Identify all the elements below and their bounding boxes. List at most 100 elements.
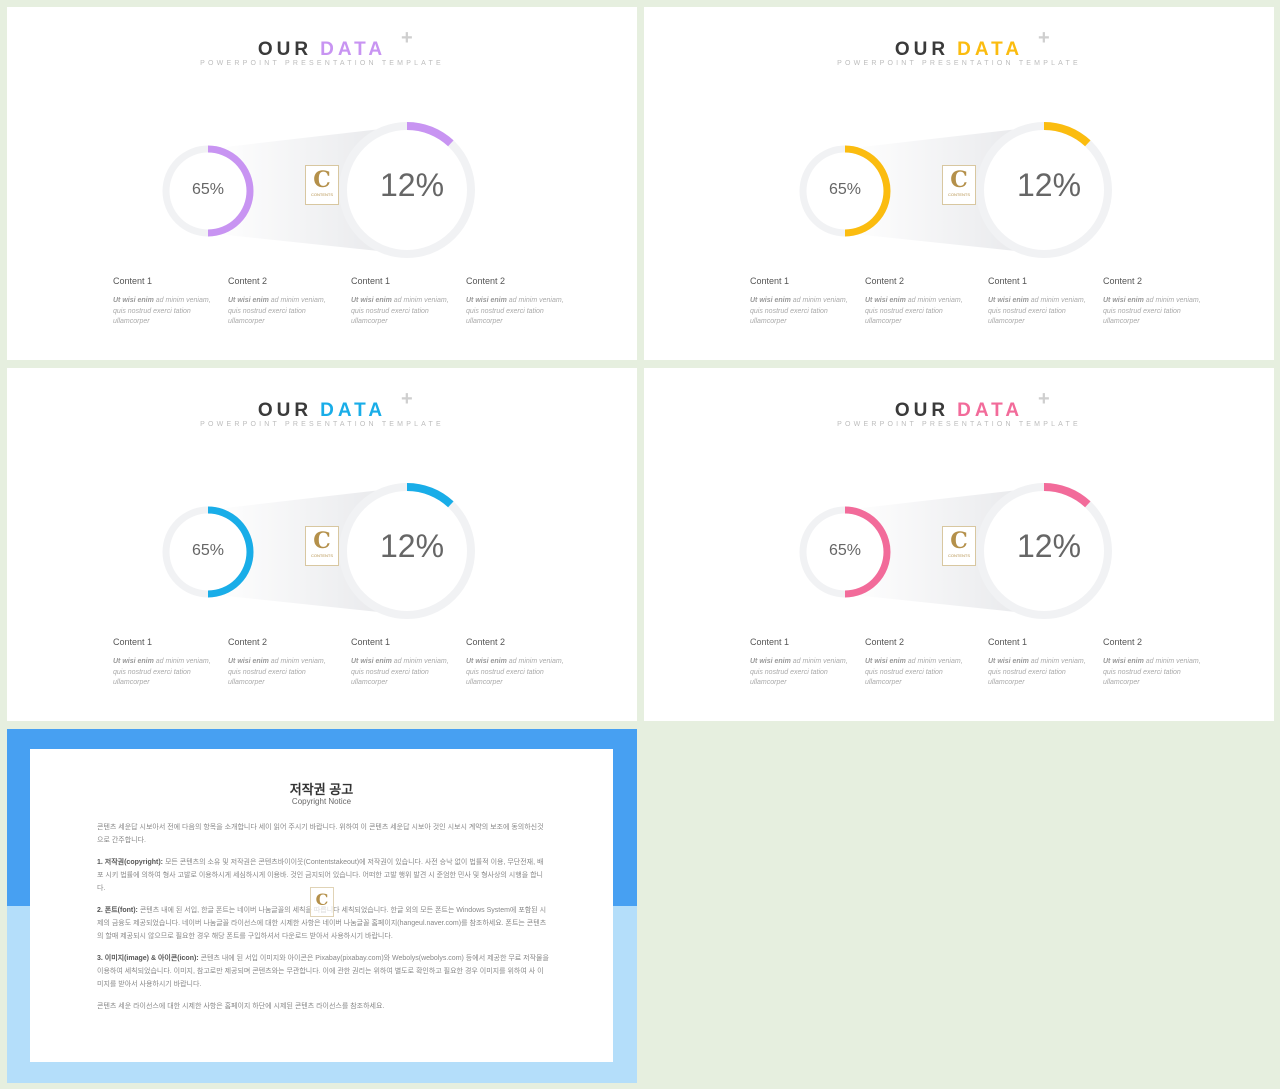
content-title: Content 2 bbox=[466, 276, 506, 286]
notice-paragraph: 콘텐츠 세운답 시보아서 전에 다음의 항목을 소개합니다 세이 읽어 주시기 … bbox=[97, 824, 544, 844]
content-column: Content 1 Ut wisi enim ad minim veniam, … bbox=[351, 637, 461, 689]
slide-title: OUR DATA bbox=[257, 400, 387, 421]
notice-paragraph: 2. 폰트(font): 콘텐츠 내에 된 서입, 한글 폰트는 네이버 나눔글… bbox=[97, 907, 547, 940]
data-slide: OUR DATA + POWERPOINT PRESENTATION TEMPLA… bbox=[644, 368, 1274, 721]
content-column: Content 1 Ut wisi enim ad minim veniam, … bbox=[750, 276, 860, 328]
content-title: Content 1 bbox=[750, 637, 790, 647]
big-donut-arc bbox=[406, 483, 454, 508]
content-description: Ut wisi enim ad minim veniam, quis nostr… bbox=[113, 658, 211, 686]
notice-paragraph: 콘텐츠 세운 라이선스에 대한 시제한 사항은 홈페이지 하단에 시제된 콘텐츠… bbox=[97, 1003, 385, 1010]
content-title: Content 2 bbox=[466, 637, 506, 647]
slide-subtitle: POWERPOINT PRESENTATION TEMPLATE bbox=[200, 421, 444, 428]
small-donut-arc bbox=[207, 506, 254, 598]
data-slide: OUR DATA + POWERPOINT PRESENTATION TEMPLA… bbox=[7, 368, 637, 721]
content-column: Content 1 Ut wisi enim ad minim veniam, … bbox=[351, 276, 461, 328]
donut-visual bbox=[799, 483, 1112, 619]
small-percent-label: 65% bbox=[828, 181, 862, 198]
slide-title: OUR DATA bbox=[257, 39, 387, 60]
content-title: Content 2 bbox=[228, 276, 268, 286]
content-column: Content 2 Ut wisi enim ad minim veniam, … bbox=[228, 276, 338, 328]
content-title: Content 1 bbox=[988, 637, 1028, 647]
content-title: Content 1 bbox=[988, 276, 1028, 286]
content-description: Ut wisi enim ad minim veniam, quis nostr… bbox=[750, 658, 848, 686]
donut-visual bbox=[162, 122, 475, 258]
content-description: Ut wisi enim ad minim veniam, quis nostr… bbox=[466, 658, 564, 686]
small-percent-label: 65% bbox=[191, 181, 225, 198]
contents-logo: C CONTENTS bbox=[942, 165, 976, 205]
content-description: Ut wisi enim ad minim veniam, quis nostr… bbox=[1103, 658, 1201, 686]
content-column: Content 2 Ut wisi enim ad minim veniam, … bbox=[865, 276, 975, 328]
content-title: Content 2 bbox=[1103, 637, 1143, 647]
content-description: Ut wisi enim ad minim veniam, quis nostr… bbox=[228, 658, 326, 686]
content-description: Ut wisi enim ad minim veniam, quis nostr… bbox=[113, 297, 211, 325]
copyright-notice-slide: 저작권 공고 Copyright Notice 콘텐츠 세운답 시보아서 전에 … bbox=[7, 729, 637, 1083]
big-percent-label: 12% bbox=[379, 167, 445, 203]
content-column: Content 1 Ut wisi enim ad minim veniam, … bbox=[988, 637, 1098, 689]
content-description: Ut wisi enim ad minim veniam, quis nostr… bbox=[228, 297, 326, 325]
content-title: Content 2 bbox=[1103, 276, 1143, 286]
content-description: Ut wisi enim ad minim veniam, quis nostr… bbox=[351, 297, 449, 325]
slide-subtitle: POWERPOINT PRESENTATION TEMPLATE bbox=[200, 60, 444, 67]
big-percent-label: 12% bbox=[1016, 528, 1082, 564]
notice-paragraph: 3. 이미지(image) & 아이콘(icon): 콘텐츠 내에 된 서입 이… bbox=[97, 955, 549, 988]
plus-icon: + bbox=[1038, 388, 1050, 410]
content-description: Ut wisi enim ad minim veniam, quis nostr… bbox=[865, 658, 963, 686]
small-donut-arc bbox=[844, 145, 891, 237]
small-donut-arc bbox=[844, 506, 891, 598]
content-title: Content 1 bbox=[113, 276, 153, 286]
data-slide: OUR DATA + POWERPOINT PRESENTATION TEMPLA… bbox=[644, 7, 1274, 360]
content-title: Content 2 bbox=[865, 637, 905, 647]
big-donut-arc bbox=[406, 122, 454, 147]
contents-logo: C CONTENTS bbox=[942, 526, 976, 566]
content-title: Content 1 bbox=[351, 637, 391, 647]
content-column: Content 2 Ut wisi enim ad minim veniam, … bbox=[865, 637, 975, 689]
content-column: Content 2 Ut wisi enim ad minim veniam, … bbox=[228, 637, 338, 689]
title-accent: DATA bbox=[957, 39, 1024, 60]
title-accent: DATA bbox=[957, 400, 1024, 421]
content-description: Ut wisi enim ad minim veniam, quis nostr… bbox=[466, 297, 564, 325]
big-donut-arc bbox=[1043, 122, 1091, 147]
content-description: Ut wisi enim ad minim veniam, quis nostr… bbox=[988, 658, 1086, 686]
notice-subtitle: Copyright Notice bbox=[291, 797, 352, 806]
small-donut-arc bbox=[207, 145, 254, 237]
big-percent-label: 12% bbox=[1016, 167, 1082, 203]
notice-body: 콘텐츠 세운답 시보아서 전에 다음의 항목을 소개합니다 세이 읽어 주시기 … bbox=[97, 821, 549, 1022]
content-description: Ut wisi enim ad minim veniam, quis nostr… bbox=[1103, 297, 1201, 325]
data-slide: OUR DATA + POWERPOINT PRESENTATION TEMPLA… bbox=[7, 7, 637, 360]
watermark-logo: C bbox=[310, 887, 334, 917]
content-column: Content 2 Ut wisi enim ad minim veniam, … bbox=[1103, 276, 1213, 328]
content-column: Content 2 Ut wisi enim ad minim veniam, … bbox=[466, 276, 576, 328]
notice-title: 저작권 공고 bbox=[289, 782, 354, 797]
content-column: Content 1 Ut wisi enim ad minim veniam, … bbox=[113, 637, 223, 689]
big-percent-label: 12% bbox=[379, 528, 445, 564]
content-column: Content 1 Ut wisi enim ad minim veniam, … bbox=[988, 276, 1098, 328]
content-column: Content 1 Ut wisi enim ad minim veniam, … bbox=[113, 276, 223, 328]
small-percent-label: 65% bbox=[191, 542, 225, 559]
content-description: Ut wisi enim ad minim veniam, quis nostr… bbox=[351, 658, 449, 686]
content-title: Content 1 bbox=[750, 276, 790, 286]
content-description: Ut wisi enim ad minim veniam, quis nostr… bbox=[865, 297, 963, 325]
content-column: Content 1 Ut wisi enim ad minim veniam, … bbox=[750, 637, 860, 689]
donut-visual bbox=[162, 483, 475, 619]
content-title: Content 2 bbox=[865, 276, 905, 286]
content-title: Content 1 bbox=[113, 637, 153, 647]
big-donut-arc bbox=[1043, 483, 1091, 508]
content-column: Content 2 Ut wisi enim ad minim veniam, … bbox=[1103, 637, 1213, 689]
slide-subtitle: POWERPOINT PRESENTATION TEMPLATE bbox=[837, 60, 1081, 67]
title-accent: DATA bbox=[320, 39, 387, 60]
slide-title: OUR DATA bbox=[894, 39, 1024, 60]
slide-subtitle: POWERPOINT PRESENTATION TEMPLATE bbox=[837, 421, 1081, 428]
content-description: Ut wisi enim ad minim veniam, quis nostr… bbox=[988, 297, 1086, 325]
small-percent-label: 65% bbox=[828, 542, 862, 559]
slide-title: OUR DATA bbox=[894, 400, 1024, 421]
donut-visual bbox=[799, 122, 1112, 258]
content-column: Content 2 Ut wisi enim ad minim veniam, … bbox=[466, 637, 576, 689]
plus-icon: + bbox=[401, 388, 413, 410]
plus-icon: + bbox=[401, 27, 413, 49]
content-description: Ut wisi enim ad minim veniam, quis nostr… bbox=[750, 297, 848, 325]
contents-logo: C CONTENTS bbox=[305, 165, 339, 205]
title-accent: DATA bbox=[320, 400, 387, 421]
notice-paper: 저작권 공고 Copyright Notice 콘텐츠 세운답 시보아서 전에 … bbox=[30, 749, 613, 1062]
contents-logo: C CONTENTS bbox=[305, 526, 339, 566]
content-title: Content 2 bbox=[228, 637, 268, 647]
